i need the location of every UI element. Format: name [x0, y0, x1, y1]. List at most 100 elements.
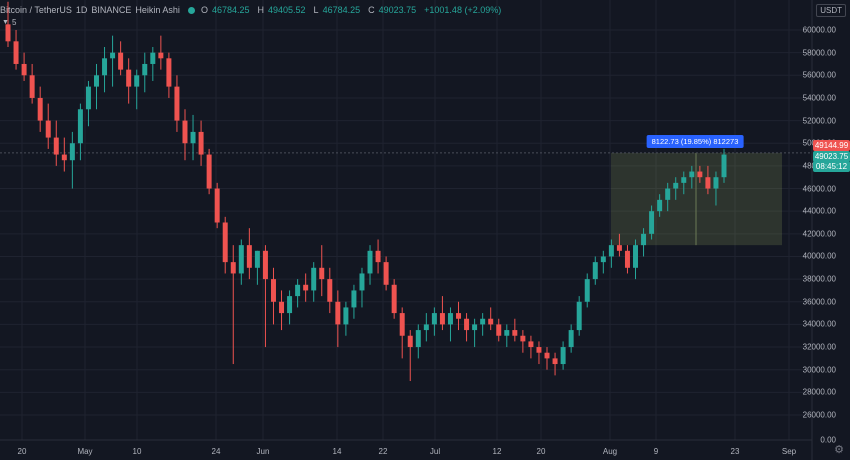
price-tick-label: 0.00	[820, 435, 836, 445]
price-tick-label: 30000.00	[802, 365, 836, 375]
candle-body	[544, 352, 550, 359]
candle-body	[697, 171, 703, 178]
candle-body	[5, 24, 11, 42]
interval-label[interactable]: 1D	[75, 5, 88, 15]
price-scale-currency[interactable]: USDT	[816, 4, 846, 17]
candle	[158, 35, 164, 70]
candle	[359, 267, 365, 308]
candle-body	[69, 143, 75, 161]
candle	[383, 256, 389, 291]
candle-body	[375, 250, 381, 263]
candle-body	[295, 284, 301, 297]
symbol-header[interactable]: Bitcoin / TetherUS 1D BINANCE Heikin Ash…	[0, 0, 505, 20]
time-tick-label: Sep	[781, 447, 797, 456]
candle	[472, 318, 478, 348]
countdown-tag: 08:45:12	[813, 161, 850, 172]
candle-body	[528, 341, 534, 348]
candle	[85, 80, 91, 127]
candle-body	[713, 177, 719, 189]
currency-label[interactable]: USDT	[816, 4, 846, 17]
measure-label[interactable]: 8122.73 (19.85%) 812273	[646, 135, 744, 148]
candle-body	[335, 301, 341, 325]
candle-body	[600, 256, 606, 263]
high-price-tag: 49144.99	[813, 140, 850, 151]
ohlc-open: O 46784.25	[200, 5, 250, 15]
indicator-toggle[interactable]: ▼ 5	[2, 18, 16, 27]
candle-body	[311, 267, 317, 291]
price-tick-label: 58000.00	[802, 48, 836, 58]
candle	[343, 301, 349, 336]
candle	[182, 109, 188, 161]
candle	[552, 352, 558, 376]
candle	[665, 182, 671, 212]
candle	[592, 256, 598, 285]
candle-body	[689, 171, 695, 178]
candle-body	[423, 324, 429, 331]
candle	[5, 1, 11, 47]
candle-body	[488, 318, 494, 325]
candle-body	[254, 250, 260, 268]
candle-body	[383, 262, 389, 285]
candle-body	[472, 324, 478, 331]
candle	[335, 290, 341, 348]
candle	[689, 165, 695, 189]
candle	[616, 233, 622, 257]
candle-body	[552, 358, 558, 365]
candle-body	[367, 250, 373, 274]
candle	[423, 313, 429, 342]
candle-body	[592, 262, 598, 280]
chart-style-label[interactable]: Heikin Ashi	[135, 5, 180, 15]
candle	[375, 239, 381, 274]
price-tick-label: 28000.00	[802, 387, 836, 397]
chevron-down-icon[interactable]: ▼	[2, 19, 9, 26]
candle-body	[616, 245, 622, 251]
ohlc-low: L 46784.25	[313, 5, 361, 15]
candle	[303, 273, 309, 302]
candle-body	[37, 97, 43, 121]
candle-body	[608, 245, 614, 257]
candle	[488, 307, 494, 331]
candle	[37, 86, 43, 132]
candle	[657, 194, 663, 217]
candle	[222, 216, 228, 274]
time-tick-label: Jul	[429, 447, 441, 456]
candle	[624, 245, 630, 274]
candle	[496, 318, 502, 342]
candle-body	[53, 137, 59, 155]
candle	[391, 279, 397, 319]
symbol-name[interactable]: Bitcoin / TetherUS	[0, 5, 72, 15]
time-tick-label: 23	[730, 447, 740, 456]
candle-body	[262, 250, 268, 280]
candle-body	[279, 301, 285, 314]
candle-body	[238, 245, 244, 274]
candle	[174, 75, 180, 132]
candle-body	[520, 335, 526, 342]
price-tick-label: 38000.00	[802, 274, 836, 284]
candle	[528, 335, 534, 359]
candle	[705, 165, 711, 195]
candle	[206, 148, 212, 195]
gear-icon[interactable]: ⚙	[834, 444, 844, 456]
candle-body	[118, 52, 124, 70]
candle-body	[496, 324, 502, 336]
price-tick-label: 32000.00	[802, 342, 836, 352]
candle-body	[681, 177, 687, 183]
candle-body	[456, 313, 462, 319]
candle-body	[190, 131, 196, 144]
candle-body	[391, 284, 397, 314]
candle-body	[576, 301, 582, 331]
candle	[134, 69, 140, 110]
candle	[279, 290, 285, 331]
candle	[520, 330, 526, 353]
indicator-count: 5	[11, 18, 17, 27]
candle-body	[77, 109, 83, 144]
candle	[198, 120, 204, 166]
candle	[102, 46, 108, 93]
time-tick-label: 14	[332, 447, 342, 456]
candle-body	[657, 199, 663, 212]
candle-body	[665, 188, 671, 200]
candle	[608, 239, 614, 268]
candle	[77, 103, 83, 161]
candle	[560, 341, 566, 370]
